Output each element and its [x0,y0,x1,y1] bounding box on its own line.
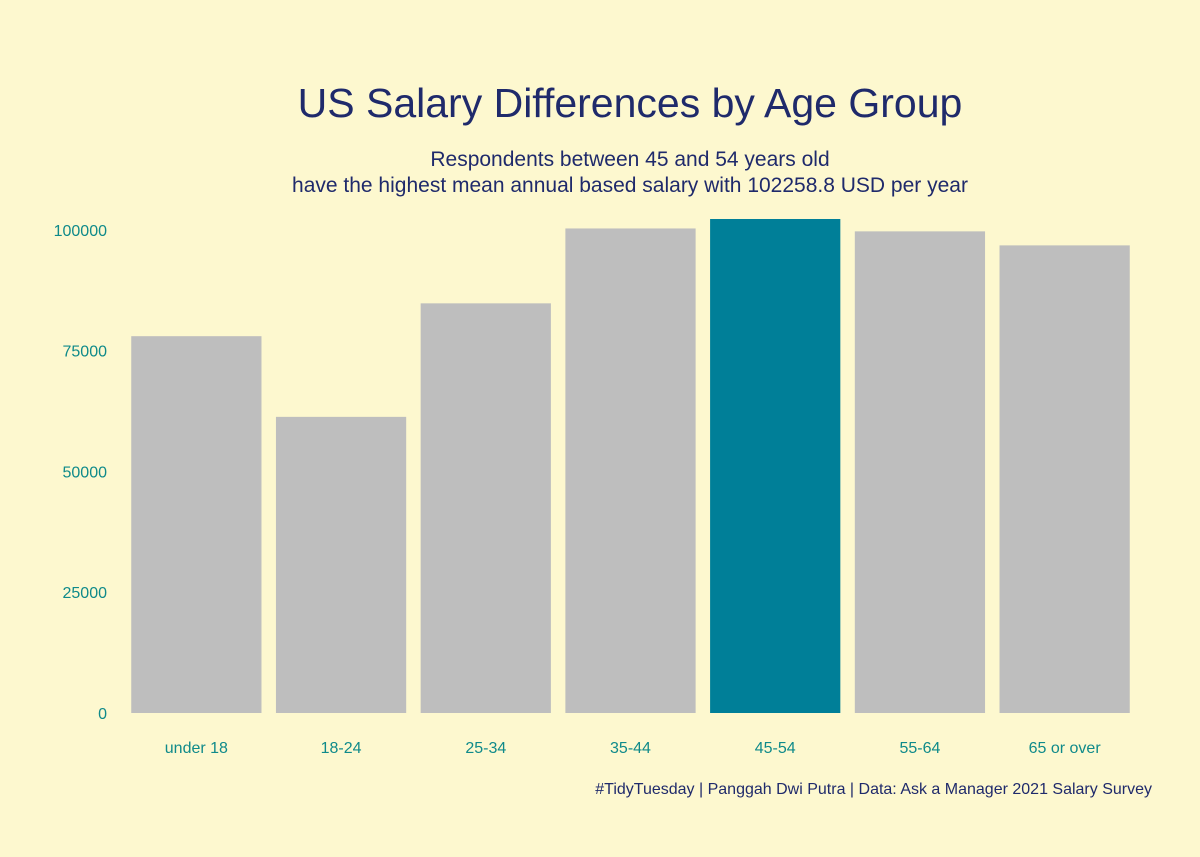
y-tick-label: 100000 [54,223,107,240]
x-axis: under 18 18-24 25-34 35-44 45-54 55-64 65 or o… [165,740,1102,757]
x-tick-label: 35-44 [610,740,651,757]
y-tick-label: 50000 [63,464,108,481]
bar-under-18 [131,336,262,713]
chart-title: US Salary Differences by Age Group [298,80,963,126]
chart-subtitle-line-2: have the highest mean annual based salar… [292,174,968,197]
x-tick-label: 55-64 [899,740,940,757]
y-axis: 0 25000 50000 75000 100000 [54,223,107,723]
x-tick-label: 25-34 [465,740,506,757]
bar-25-34 [420,303,551,713]
bar-45-54 [710,219,841,713]
chart-caption: #TidyTuesday | Panggah Dwi Putra | Data:… [595,781,1152,798]
bars-group [131,219,1130,714]
chart-subtitle-line-1: Respondents between 45 and 54 years old [430,148,829,171]
bar-18-24 [275,416,407,713]
x-tick-label: 65 or over [1029,740,1102,757]
y-tick-label: 75000 [63,344,108,361]
x-tick-label: 45-54 [755,740,796,757]
x-tick-label: under 18 [165,740,228,757]
bar-55-64 [854,231,986,714]
y-tick-label: 0 [98,706,107,723]
bar-65-or-over [999,245,1130,713]
x-tick-label: 18-24 [321,740,362,757]
bar-35-44 [565,228,696,713]
y-tick-label: 25000 [63,585,108,602]
